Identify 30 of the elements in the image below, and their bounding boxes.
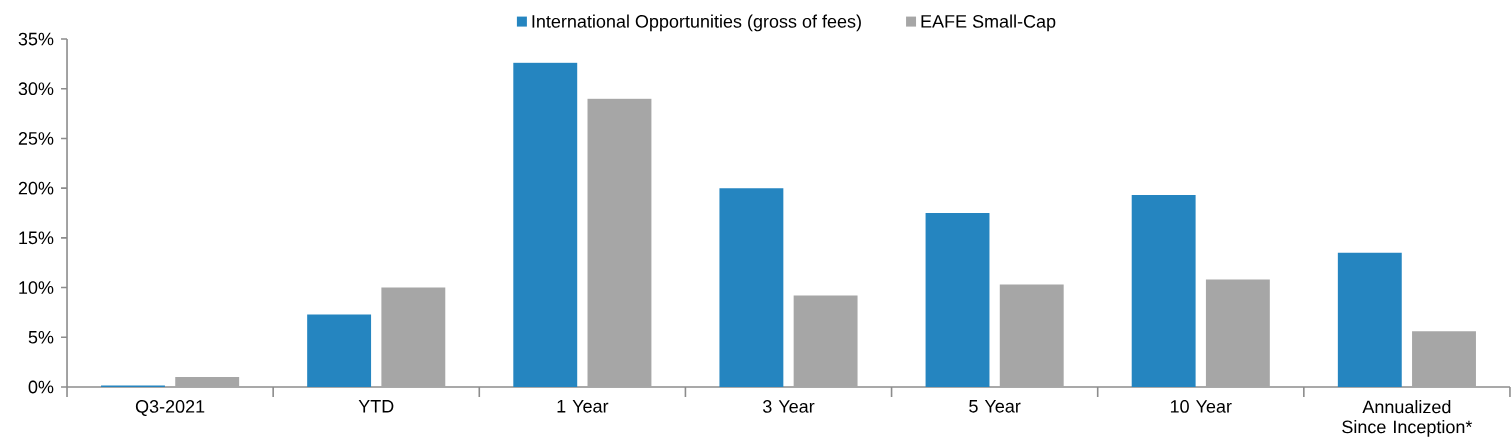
- bar: [175, 377, 240, 388]
- y-tick-label: 35%: [18, 32, 54, 46]
- x-tick-label: Q3-2021: [135, 400, 205, 417]
- bar: [307, 314, 372, 388]
- y-tick-label: 10%: [19, 281, 54, 295]
- bar: [381, 287, 446, 388]
- bar: [1337, 253, 1402, 388]
- bar: [719, 188, 784, 388]
- x-tick-label: 1 Year: [557, 400, 609, 413]
- x-tick-label: Annualized Since Inception*: [1342, 400, 1473, 438]
- x-tick-label: 5 Year: [969, 400, 1021, 413]
- y-tick-label: 15%: [19, 231, 54, 245]
- bar: [1412, 331, 1476, 388]
- y-tick-label: 30%: [18, 82, 54, 96]
- y-tick-label: 25%: [18, 132, 54, 146]
- bar: [925, 213, 990, 388]
- bar: [513, 63, 578, 388]
- y-tick-label: 20%: [18, 182, 54, 195]
- bar: [793, 295, 858, 388]
- legend-label: International Opportunities (gross of fees): [532, 14, 861, 32]
- x-tick-label: 3 Year: [763, 400, 815, 414]
- y-tick-label: 5%: [28, 331, 54, 344]
- x-tick-label: 10 Year: [1170, 400, 1232, 414]
- y-tick-label: 0%: [28, 380, 54, 394]
- x-tick-label: YTD: [358, 400, 394, 413]
- legend-label: EAFE Small-Cap: [921, 14, 1056, 32]
- bar: [1205, 279, 1270, 388]
- bar: [999, 284, 1064, 388]
- bar: [587, 98, 652, 388]
- bar: [1131, 195, 1196, 388]
